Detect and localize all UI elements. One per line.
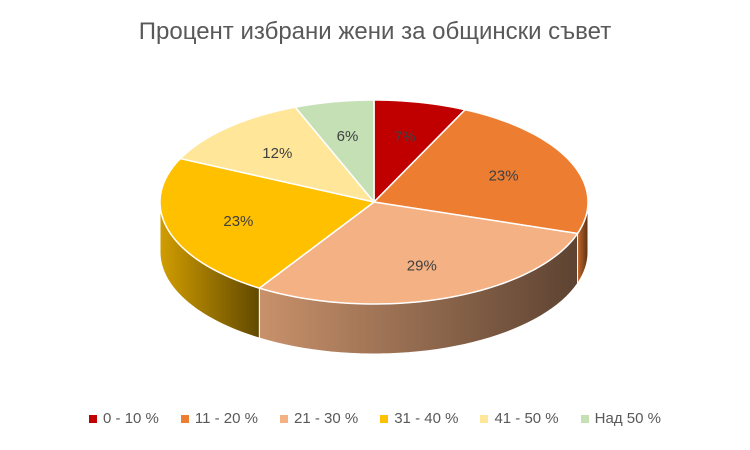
data-label-1: 7% <box>394 128 416 145</box>
data-label-2: 23% <box>489 167 519 184</box>
data-label-6: 6% <box>337 128 359 145</box>
legend-item-5: 41 - 50 % <box>480 410 559 427</box>
pie-slice-1 <box>373 99 466 203</box>
legend-swatch <box>380 414 389 423</box>
legend-item-2: 11 - 20 % <box>180 410 258 427</box>
legend-item-3: 21 - 30 % <box>280 410 358 427</box>
pie-chart: 7% 23% 29% 23% 12% 6% <box>159 99 589 355</box>
legend-label: 21 - 30 % <box>294 410 359 427</box>
data-label-3: 29% <box>407 257 437 274</box>
legend-label: 11 - 20 % <box>194 410 258 427</box>
legend-swatch <box>89 414 98 423</box>
pie-slice-3 <box>258 201 579 305</box>
pie-slice-5 <box>179 106 375 203</box>
legend-label: Над 50 % <box>594 410 661 427</box>
legend-item-4: 31 - 40 % <box>380 410 458 427</box>
data-label-5: 12% <box>262 145 292 162</box>
legend-swatch <box>180 414 189 423</box>
legend-item-1: 0 - 10 % <box>89 410 159 427</box>
data-label-4: 23% <box>223 213 253 230</box>
legend-label: 31 - 40 % <box>394 410 459 427</box>
legend-swatch <box>480 414 489 423</box>
pie-slice-2 <box>373 108 589 235</box>
legend-label: 41 - 50 % <box>494 410 559 427</box>
legend-label: 0 - 10 % <box>103 410 159 427</box>
pie-slice-6 <box>294 99 375 203</box>
legend-swatch <box>580 414 589 423</box>
legend-item-6: Над 50 % <box>580 410 661 427</box>
legend: 0 - 10 % 11 - 20 % 21 - 30 % 31 - 40 % 41 - … <box>0 410 750 427</box>
chart-title: Процент избрани жени за общински съвет <box>138 18 612 45</box>
pie-slice-4 <box>159 157 375 289</box>
legend-swatch <box>280 414 288 423</box>
